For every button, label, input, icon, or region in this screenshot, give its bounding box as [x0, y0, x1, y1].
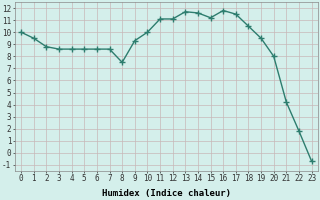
X-axis label: Humidex (Indice chaleur): Humidex (Indice chaleur) — [102, 189, 231, 198]
